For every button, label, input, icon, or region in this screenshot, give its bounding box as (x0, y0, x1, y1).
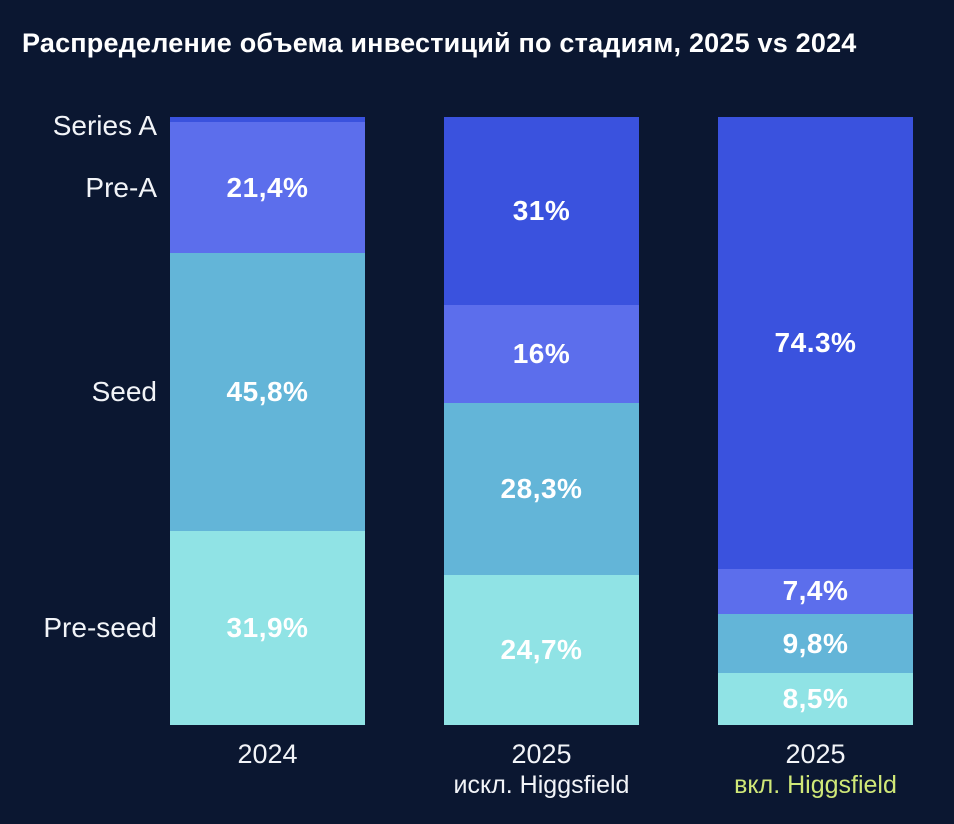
segment-value-label: 31% (512, 195, 571, 227)
segment-pre-a: 7,4% (718, 568, 913, 614)
segment-series-a (170, 117, 365, 123)
stage-label-pre-a: Pre-A (85, 171, 157, 203)
stage-label-seed: Seed (91, 375, 157, 407)
segment-value-label: 74.3% (774, 326, 857, 358)
segment-value-label: 31,9% (226, 612, 309, 643)
x-axis-sublabel: вкл. Higgsfield (734, 771, 897, 799)
segment-pre-a: 21,4% (170, 122, 365, 253)
segment-value-label: 24,7% (500, 633, 583, 665)
bar-column-1: 21,4% 45,8% 31,9% (170, 117, 365, 725)
segment-pre-seed: 31,9% (170, 531, 365, 725)
x-axis-year-label: 2025 (511, 739, 572, 769)
segment-series-a: 74.3% (718, 117, 913, 569)
segment-seed: 45,8% (170, 252, 365, 532)
segment-seed: 28,3% (444, 402, 639, 575)
segment-value-label: 28,3% (500, 472, 583, 504)
segment-value-label: 8,5% (782, 683, 849, 715)
x-axis-sublabel: искл. Higgsfield (453, 771, 630, 799)
segment-value-label: 45,8% (226, 375, 309, 407)
x-axis-year-label: 2024 (237, 739, 298, 769)
segment-series-a: 31% (444, 117, 639, 306)
segment-value-label: 21,4% (226, 171, 309, 203)
bar-column-3: 74.3% 7,4% 9,8% 8,5% (718, 117, 913, 725)
x-axis-label-3: 2025 вкл. Higgsfield (676, 738, 954, 800)
bar-column-2: 31% 16% 28,3% 24,7% (444, 117, 639, 725)
x-axis-label-2: 2025 искл. Higgsfield (402, 738, 682, 800)
segment-pre-seed: 24,7% (444, 574, 639, 725)
segment-pre-a: 16% (444, 305, 639, 403)
segment-seed: 9,8% (718, 613, 913, 674)
segment-value-label: 9,8% (782, 627, 849, 659)
x-axis-label-1: 2024 (128, 738, 408, 770)
segment-value-label: 7,4% (782, 575, 849, 607)
segment-value-label: 16% (512, 338, 571, 370)
chart-title: Распределение объема инвестиций по стади… (22, 28, 857, 58)
stage-label-pre-seed: Pre-seed (43, 612, 157, 644)
stage-label-series-a: Series A (52, 110, 157, 141)
segment-pre-seed: 8,5% (718, 673, 913, 725)
x-axis-year-label: 2025 (785, 739, 846, 769)
